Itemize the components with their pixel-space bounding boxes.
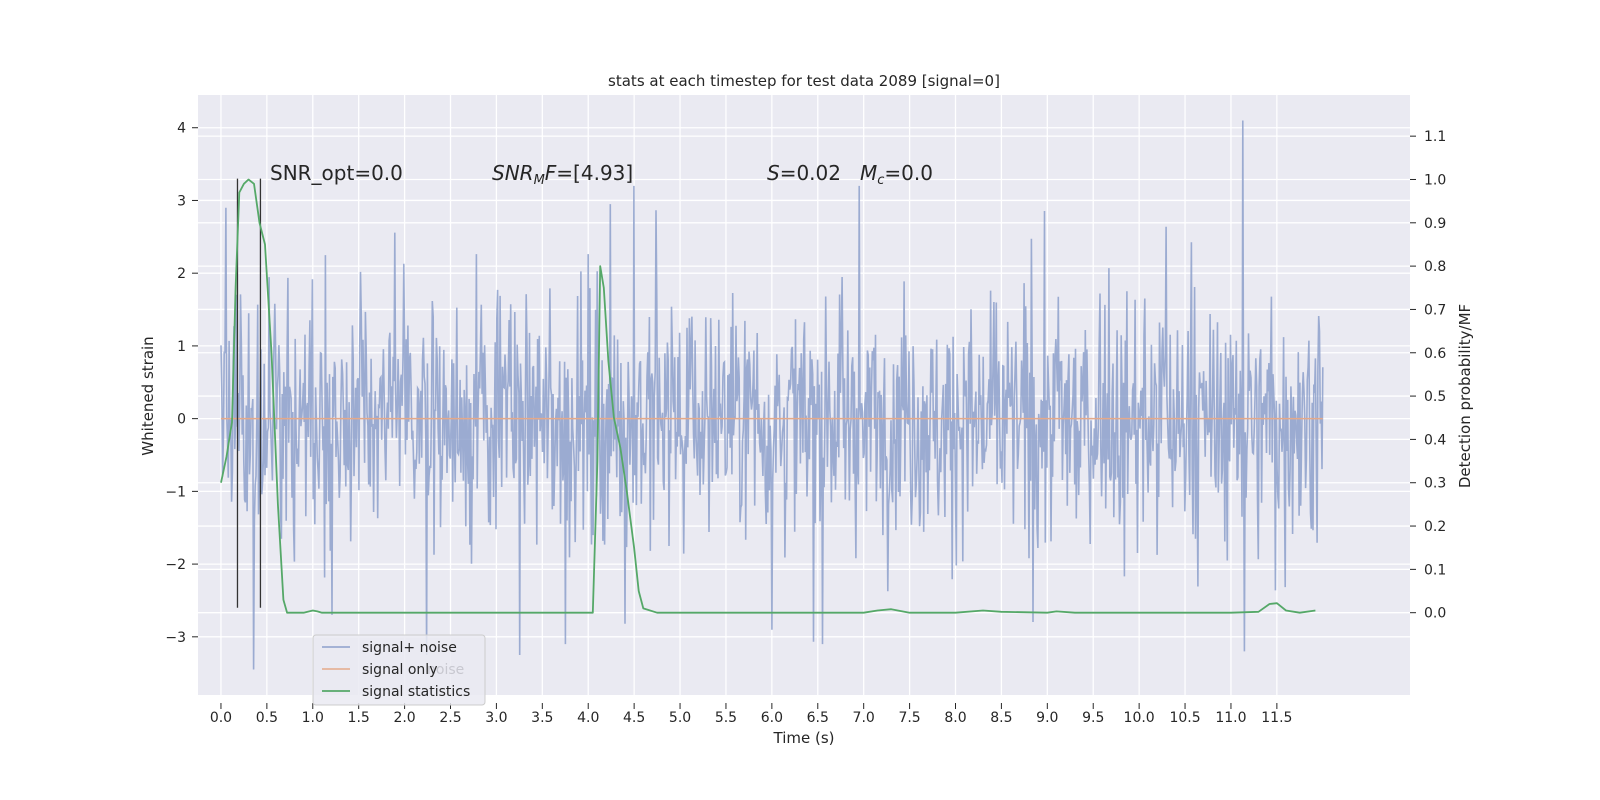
x-tick-label: 9.5 <box>1082 710 1104 726</box>
annotation-snr-mf: SNRMF=[4.93] <box>492 161 633 188</box>
y-left-axis-ticks: 4 3 2 1 0 −1 −2 −3 <box>165 121 198 646</box>
x-axis-label: Time (s) <box>773 729 835 747</box>
y-left-axis-label: Whitened strain <box>139 336 157 455</box>
signal-statistics-series <box>220 178 1316 614</box>
x-tick-label: 6.5 <box>807 710 829 726</box>
y-right-tick-label: 0.1 <box>1424 562 1446 578</box>
x-tick-label: 5.0 <box>669 710 691 726</box>
x-tick-label: 11.0 <box>1215 710 1246 726</box>
y-right-tick-label: 0.8 <box>1424 259 1446 275</box>
x-tick-label: 7.5 <box>898 710 920 726</box>
y-left-tick-label: 0 <box>177 412 186 428</box>
x-tick-label: 3.0 <box>485 710 507 726</box>
legend-box <box>312 634 486 706</box>
signal-noise-series <box>220 120 1324 670</box>
y-right-axis-ticks: 1.1 1.0 0.9 0.8 0.7 0.6 0.5 0.4 0.3 0.2 0.1 0.0 <box>1410 129 1446 622</box>
y-right-tick-label: 0.6 <box>1424 346 1446 362</box>
x-tick-label: 1.5 <box>348 710 370 726</box>
y-left-tick-label: 1 <box>177 339 186 355</box>
y-left-tick-label: −3 <box>165 630 186 646</box>
y-right-axis-label: Detection probability/MF <box>1456 304 1474 488</box>
y-right-tick-label: 0.9 <box>1424 216 1446 232</box>
y-right-tick-label: 0.2 <box>1424 519 1446 535</box>
chart-title: stats at each timestep for test data 208… <box>608 72 1000 90</box>
annotation-s-symbol: S <box>767 161 780 185</box>
annotation-s: S=0.02 <box>767 161 841 185</box>
annotation-mc-sub: c <box>877 173 884 188</box>
x-tick-label: 0.5 <box>256 710 278 726</box>
annotation-snr-mf-base: SNR <box>492 161 534 185</box>
annotation-mc: Mc=0.0 <box>860 161 933 188</box>
y-left-tick-label: −1 <box>165 484 186 500</box>
legend-label-signal-only: signal only <box>362 662 437 678</box>
annotation-snr-opt: SNR_opt=0.0 <box>270 161 403 185</box>
x-axis-ticks: 0.0 0.5 1.0 1.5 2.0 2.5 3.0 3.5 4.0 4.5 5.0 5.5 6.0 6… <box>210 703 1292 726</box>
signal-statistics-line <box>220 178 1316 614</box>
y-left-tick-label: 3 <box>177 193 186 209</box>
x-tick-label: 1.0 <box>302 710 324 726</box>
x-tick-label: 8.5 <box>990 710 1012 726</box>
x-tick-label: 9.0 <box>1036 710 1058 726</box>
y-right-tick-label: 0.7 <box>1424 302 1446 318</box>
x-tick-label: 4.5 <box>623 710 645 726</box>
legend: noise signal+ noise signal only signal s… <box>312 634 486 706</box>
x-tick-label: 2.5 <box>439 710 461 726</box>
y-right-tick-label: 1.0 <box>1424 172 1446 188</box>
annotation-snr-mf-value: =[4.93] <box>556 161 633 185</box>
annotation-snr-mf-sub: M <box>534 173 545 188</box>
signal-noise-line <box>220 120 1324 670</box>
x-tick-label: 11.5 <box>1261 710 1292 726</box>
x-tick-label: 10.5 <box>1169 710 1200 726</box>
x-tick-label: 8.0 <box>944 710 966 726</box>
legend-overlap-text: noise <box>427 662 464 678</box>
y-left-tick-label: 2 <box>177 266 186 282</box>
y-right-tick-label: 1.1 <box>1424 129 1446 145</box>
x-tick-label: 4.0 <box>577 710 599 726</box>
annotation-snr-mf-f: F <box>545 161 557 185</box>
legend-label-signal-noise: signal+ noise <box>362 640 457 656</box>
legend-label-signal-statistics: signal statistics <box>362 684 470 700</box>
y-right-tick-label: 0.5 <box>1424 389 1446 405</box>
y-right-tick-label: 0.4 <box>1424 432 1446 448</box>
annotation-s-value: =0.02 <box>780 161 841 185</box>
x-tick-label: 7.0 <box>853 710 875 726</box>
y-left-tick-label: −2 <box>165 557 186 573</box>
x-tick-label: 6.0 <box>761 710 783 726</box>
x-tick-label: 5.5 <box>715 710 737 726</box>
annotation-mc-symbol: M <box>860 161 877 185</box>
x-tick-label: 2.0 <box>393 710 415 726</box>
x-tick-label: 0.0 <box>210 710 232 726</box>
y-right-tick-label: 0.0 <box>1424 606 1446 622</box>
y-left-tick-label: 4 <box>177 121 186 137</box>
x-tick-label: 10.0 <box>1124 710 1155 726</box>
x-tick-label: 3.5 <box>531 710 553 726</box>
y-right-tick-label: 0.3 <box>1424 476 1446 492</box>
annotation-mc-value: =0.0 <box>884 161 933 185</box>
